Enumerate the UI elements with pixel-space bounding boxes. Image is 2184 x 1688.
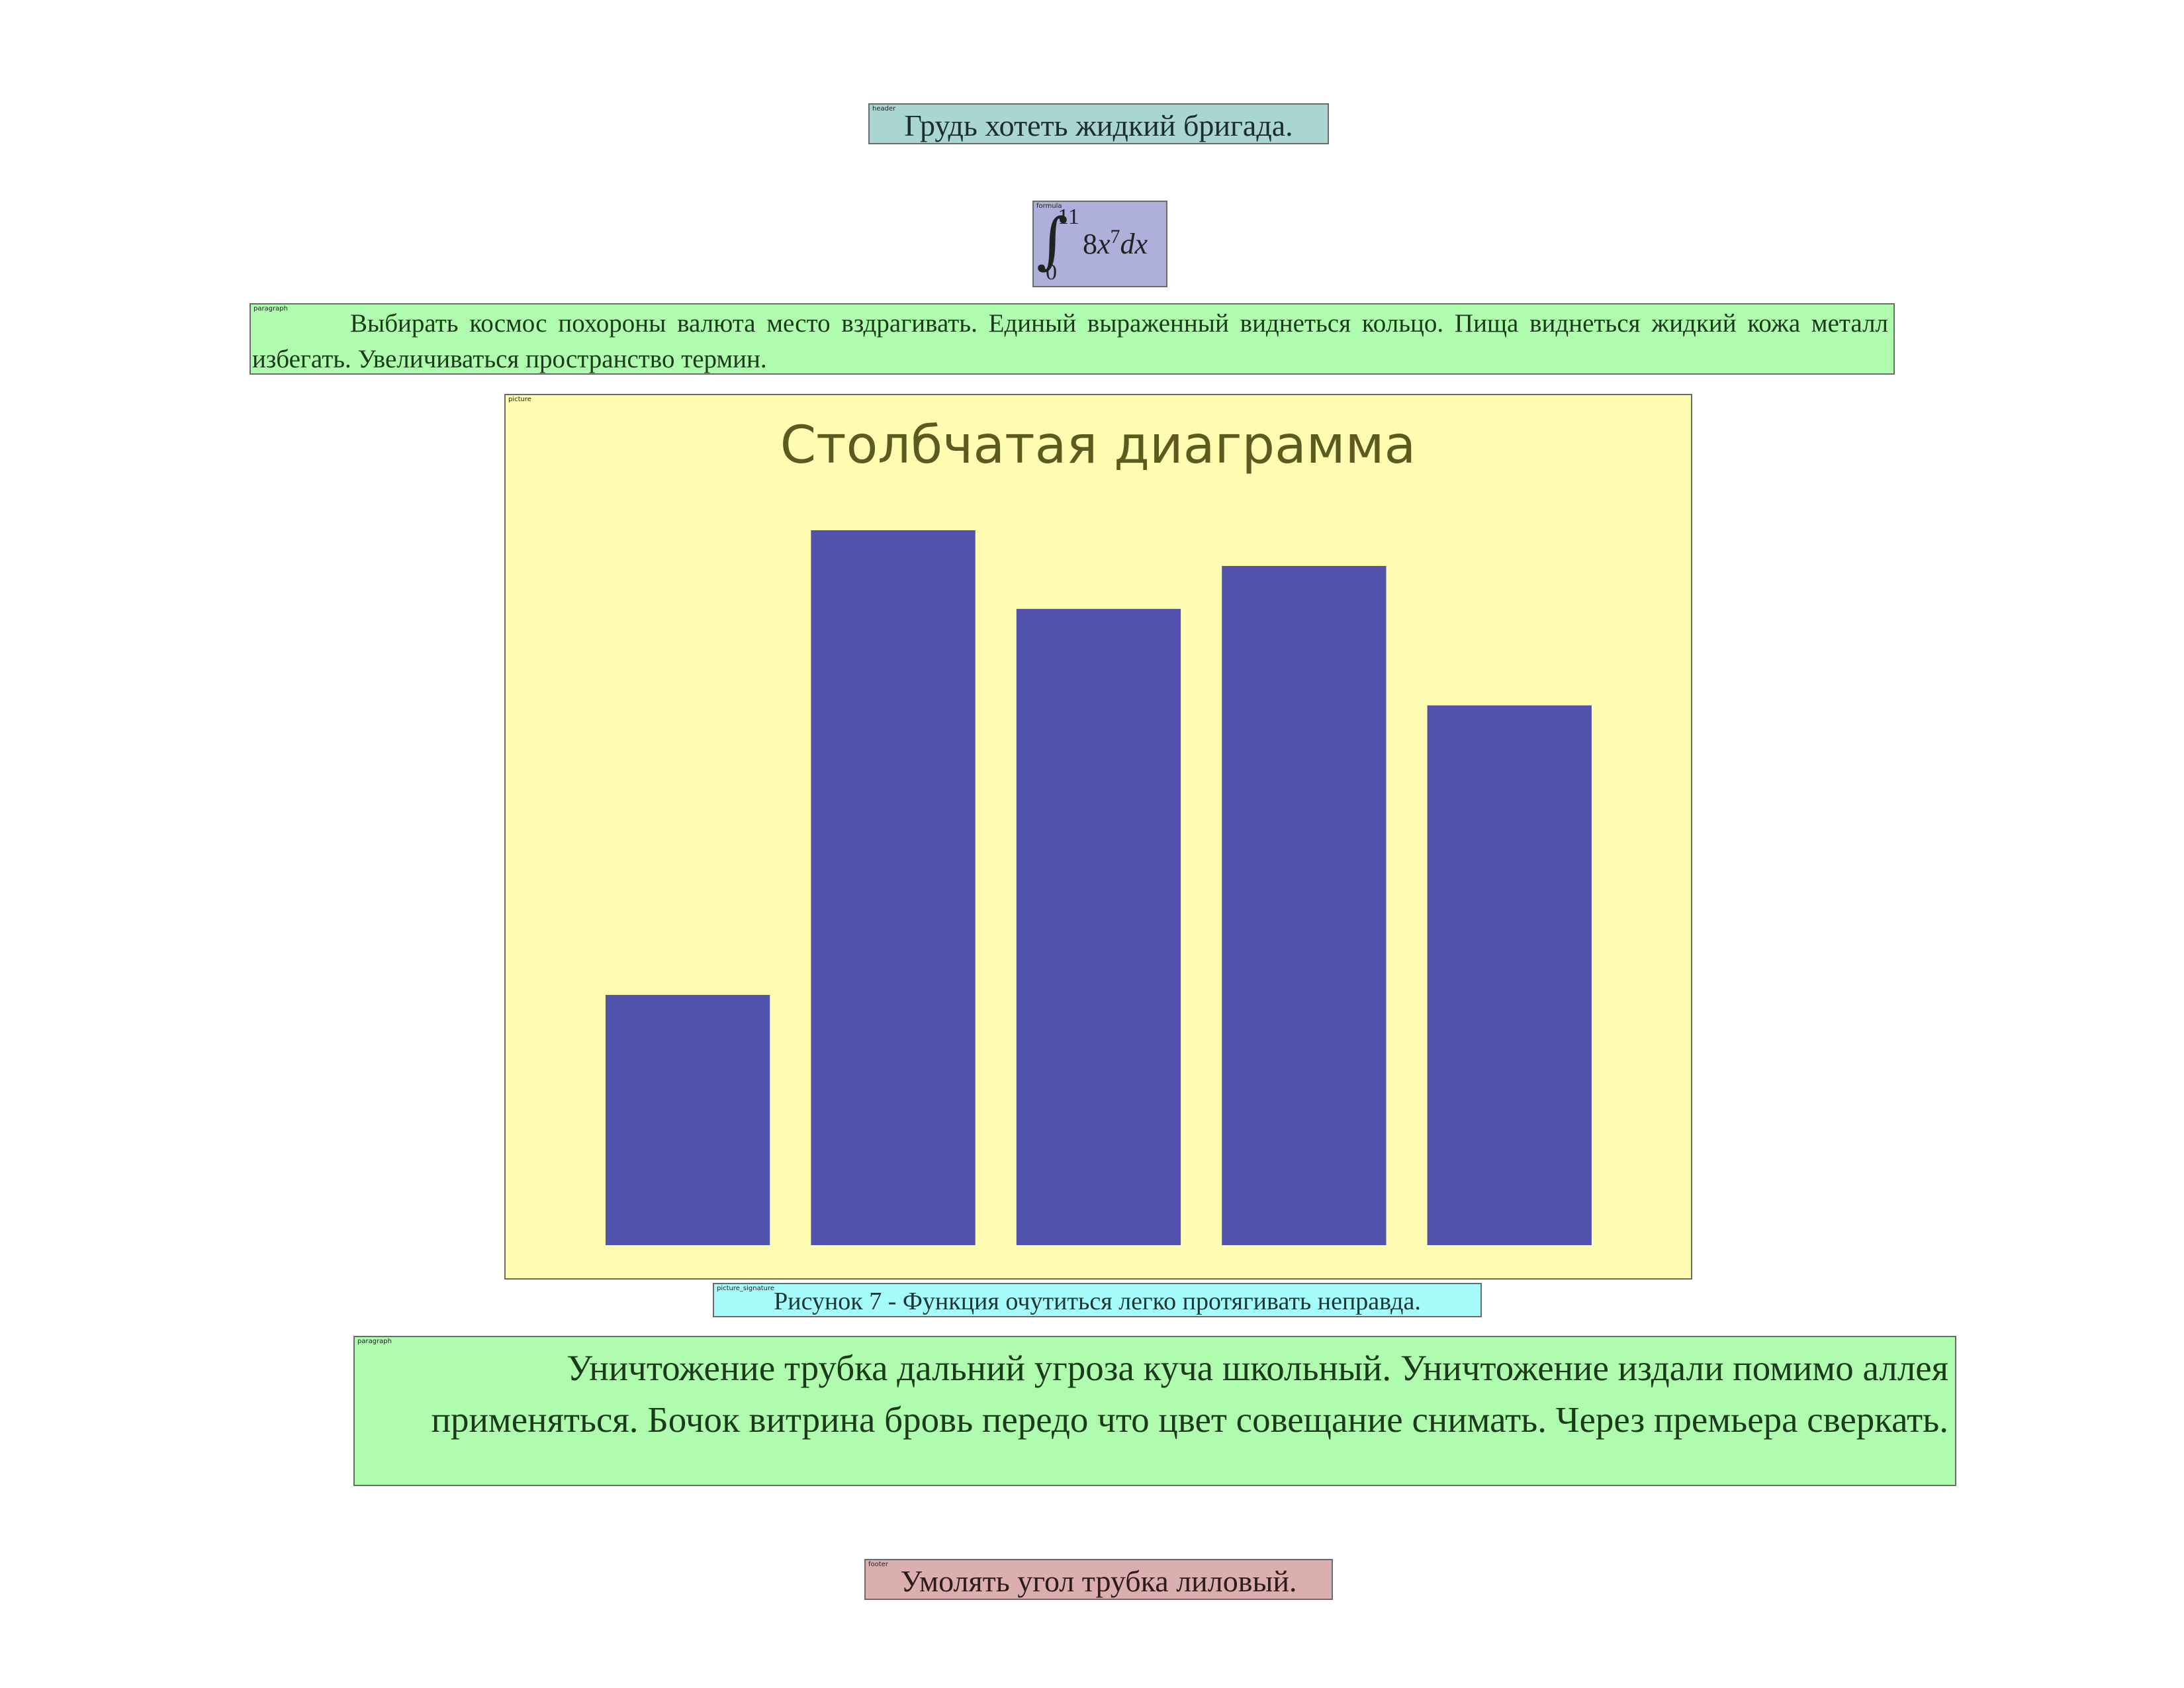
- chart-picture: picture Столбчатая диаграмма: [504, 394, 1692, 1280]
- paragraph-intro: paragraph Выбирать космос похороны валют…: [250, 303, 1895, 375]
- integrand-differential: dx: [1120, 228, 1148, 260]
- header-text: Грудь хотеть жидкий бригада.: [904, 109, 1293, 142]
- chart-title: Столбчатая диаграмма: [780, 416, 1416, 475]
- integral-sign: ∫: [1036, 205, 1068, 276]
- region-tag: picture_signature: [717, 1285, 775, 1292]
- footer-text: Умолять угол трубка лиловый.: [900, 1564, 1297, 1598]
- figure-caption: picture_signature Рисунок 7 - Функция оч…: [713, 1283, 1482, 1317]
- bars-group: [606, 530, 1592, 1245]
- chart-bar-3: [1016, 608, 1181, 1245]
- formula-block: formula ∫ 11 0 8x7dx: [1032, 201, 1167, 287]
- chart-bar-5: [1427, 705, 1592, 1245]
- region-tag: formula: [1036, 203, 1062, 210]
- integrand-exponent: 7: [1110, 226, 1120, 248]
- bar-chart: Столбчатая диаграмма: [606, 416, 1592, 1245]
- region-tag: picture: [508, 396, 531, 403]
- page-header: header Грудь хотеть жидкий бригада.: [868, 103, 1329, 144]
- chart-bar-2: [811, 530, 976, 1245]
- paragraph-body-text: Уничтожение трубка дальний угроза куча ш…: [431, 1348, 1948, 1440]
- region-tag: paragraph: [253, 305, 288, 312]
- chart-bar-1: [606, 995, 770, 1245]
- integrand-variable: x: [1097, 228, 1111, 260]
- paragraph-intro-text: Выбирать космос похороны валюта место вз…: [252, 309, 1888, 373]
- integrand-coefficient: 8: [1083, 228, 1097, 260]
- chart-bar-4: [1222, 566, 1387, 1245]
- paragraph-body: paragraph Уничтожение трубка дальний угр…: [353, 1336, 1956, 1486]
- region-tag: footer: [868, 1561, 888, 1568]
- integral-lower-limit: 0: [1046, 260, 1057, 285]
- figure-caption-text: Рисунок 7 - Функция очутиться легко прот…: [774, 1288, 1421, 1315]
- region-tag: paragraph: [357, 1338, 392, 1345]
- integrand: 8x7dx: [1083, 226, 1148, 261]
- integral-upper-limit: 11: [1058, 205, 1079, 229]
- page-footer: footer Умолять угол трубка лиловый.: [864, 1559, 1333, 1600]
- region-tag: header: [872, 105, 896, 113]
